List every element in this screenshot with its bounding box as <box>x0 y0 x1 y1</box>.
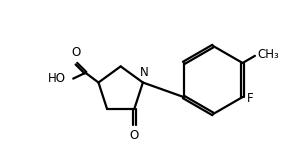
Text: F: F <box>246 92 253 105</box>
Text: O: O <box>71 47 80 60</box>
Text: N: N <box>140 66 148 79</box>
Text: O: O <box>130 129 139 142</box>
Text: CH₃: CH₃ <box>258 48 279 61</box>
Text: HO: HO <box>48 72 66 85</box>
